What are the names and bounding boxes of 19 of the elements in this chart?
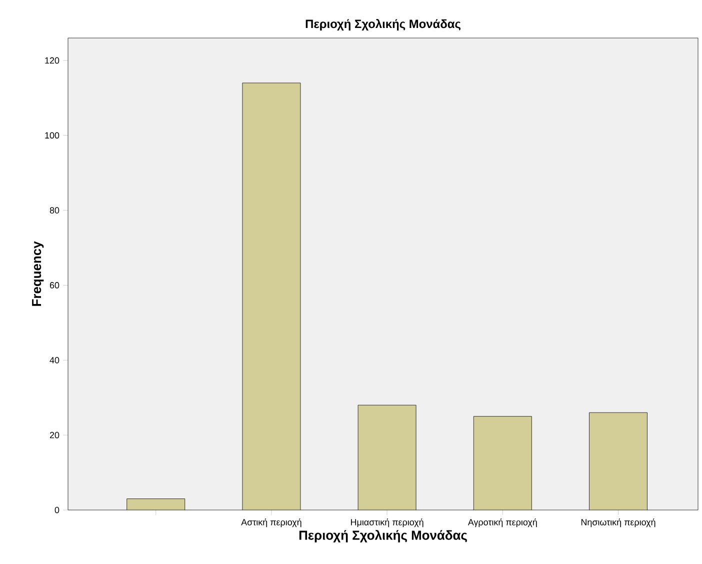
bar <box>589 412 648 510</box>
bar <box>473 416 532 510</box>
bar <box>126 498 185 510</box>
y-tick-label: 100 <box>45 132 60 139</box>
x-tick-label: Αγροτική περιοχή <box>468 518 537 528</box>
bar <box>358 404 416 510</box>
x-tick-label: Αστική περιοχή <box>241 518 302 528</box>
y-axis-title: Frequency <box>32 241 44 306</box>
y-tick-label: 20 <box>50 432 60 438</box>
y-tick-label: 120 <box>45 57 60 64</box>
y-tick-label: 0 <box>54 506 60 514</box>
x-tick-label: Ημιαστική περιοχή <box>351 518 424 528</box>
bar <box>242 82 301 510</box>
chart-title: Περιοχή Σχολικής Μονάδας <box>306 19 460 30</box>
x-axis-title: Περιοχή Σχολικής Μονάδας <box>299 530 467 542</box>
y-tick-label: 80 <box>50 207 60 214</box>
y-tick-label: 60 <box>50 282 60 288</box>
y-tick-label: 40 <box>50 356 60 364</box>
x-tick-label: Νησιωτική περιοχή <box>581 518 656 528</box>
